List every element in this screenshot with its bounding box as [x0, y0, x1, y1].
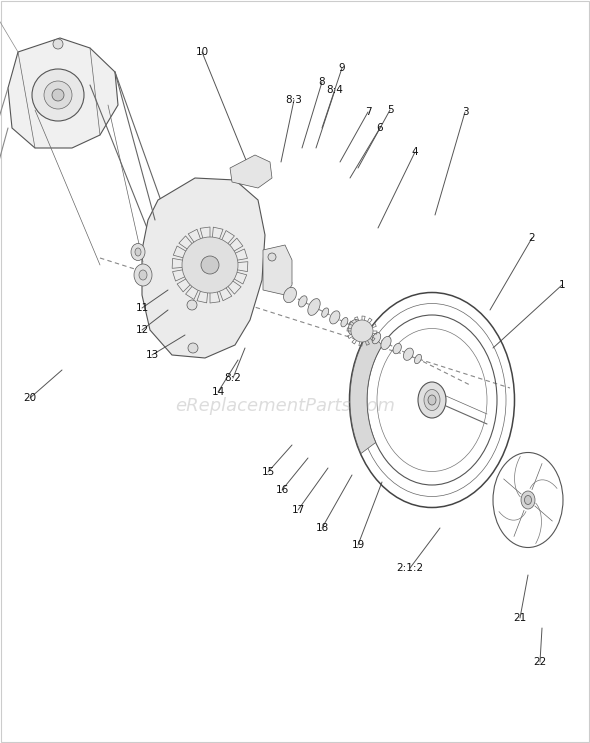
Text: 8: 8	[319, 77, 325, 87]
Text: 1: 1	[559, 280, 565, 290]
Text: 11: 11	[135, 303, 149, 313]
Circle shape	[188, 343, 198, 353]
Text: 16: 16	[276, 485, 289, 495]
Text: 18: 18	[316, 523, 329, 533]
Circle shape	[182, 237, 238, 293]
Ellipse shape	[381, 337, 391, 349]
Ellipse shape	[521, 491, 535, 509]
Text: 13: 13	[145, 350, 159, 360]
Ellipse shape	[404, 348, 414, 360]
Text: eReplacementParts.com: eReplacementParts.com	[175, 397, 395, 415]
Ellipse shape	[393, 343, 401, 354]
Text: 4: 4	[412, 147, 418, 157]
Text: 12: 12	[135, 325, 149, 335]
Text: 15: 15	[261, 467, 274, 477]
Ellipse shape	[330, 311, 340, 324]
Text: 9: 9	[339, 63, 345, 73]
Circle shape	[187, 300, 197, 310]
Text: 19: 19	[352, 540, 365, 550]
Circle shape	[351, 320, 373, 342]
Circle shape	[53, 39, 63, 49]
Polygon shape	[263, 245, 292, 295]
Ellipse shape	[362, 328, 369, 337]
Text: 2: 2	[529, 233, 535, 243]
Circle shape	[201, 256, 219, 274]
Polygon shape	[142, 178, 265, 358]
Text: 20: 20	[24, 393, 37, 403]
Ellipse shape	[341, 317, 348, 327]
Ellipse shape	[299, 296, 307, 307]
Ellipse shape	[372, 333, 381, 344]
Ellipse shape	[428, 395, 436, 405]
Text: 17: 17	[291, 505, 304, 515]
Circle shape	[32, 69, 84, 121]
Polygon shape	[230, 155, 272, 188]
Circle shape	[44, 81, 72, 109]
Ellipse shape	[308, 299, 320, 315]
Ellipse shape	[134, 264, 152, 286]
Ellipse shape	[322, 308, 329, 317]
Text: 6: 6	[376, 123, 384, 133]
Circle shape	[52, 89, 64, 101]
Text: 8:2: 8:2	[225, 373, 241, 383]
Ellipse shape	[415, 354, 421, 363]
Text: 22: 22	[533, 657, 546, 667]
Ellipse shape	[424, 389, 440, 410]
Ellipse shape	[135, 248, 141, 256]
Ellipse shape	[284, 288, 296, 302]
Ellipse shape	[348, 319, 360, 334]
Text: 5: 5	[386, 105, 394, 115]
Text: 3: 3	[462, 107, 468, 117]
Ellipse shape	[139, 270, 147, 280]
Text: 7: 7	[365, 107, 371, 117]
Text: 10: 10	[195, 47, 208, 57]
Circle shape	[268, 253, 276, 261]
Text: 8:3: 8:3	[286, 95, 303, 105]
Ellipse shape	[131, 244, 145, 261]
Ellipse shape	[525, 496, 532, 504]
Ellipse shape	[418, 382, 446, 418]
Text: 14: 14	[211, 387, 225, 397]
Polygon shape	[350, 331, 382, 453]
Text: 2:1:2: 2:1:2	[396, 563, 424, 573]
Polygon shape	[8, 38, 118, 148]
Text: 8:4: 8:4	[326, 85, 343, 95]
Text: 21: 21	[513, 613, 527, 623]
